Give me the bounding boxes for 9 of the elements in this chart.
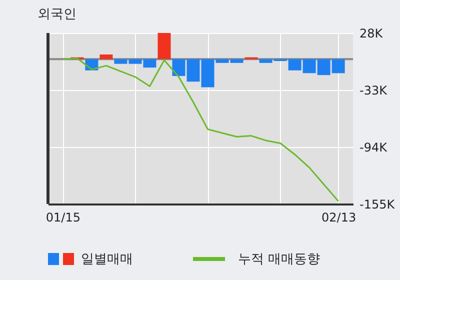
y-tick-label: -94K	[360, 140, 388, 154]
chart-title: 외국인	[37, 7, 76, 22]
legend-label: 일별매매	[81, 252, 133, 267]
legend-label: 누적 매매동향	[238, 252, 320, 267]
x-tick-label: 02/13	[322, 210, 356, 224]
y-tick-label: 28K	[360, 26, 384, 40]
x-tick-label: 01/15	[46, 210, 80, 224]
y-tick-label: -33K	[360, 84, 388, 98]
y-tick-label: -155K	[360, 198, 396, 212]
